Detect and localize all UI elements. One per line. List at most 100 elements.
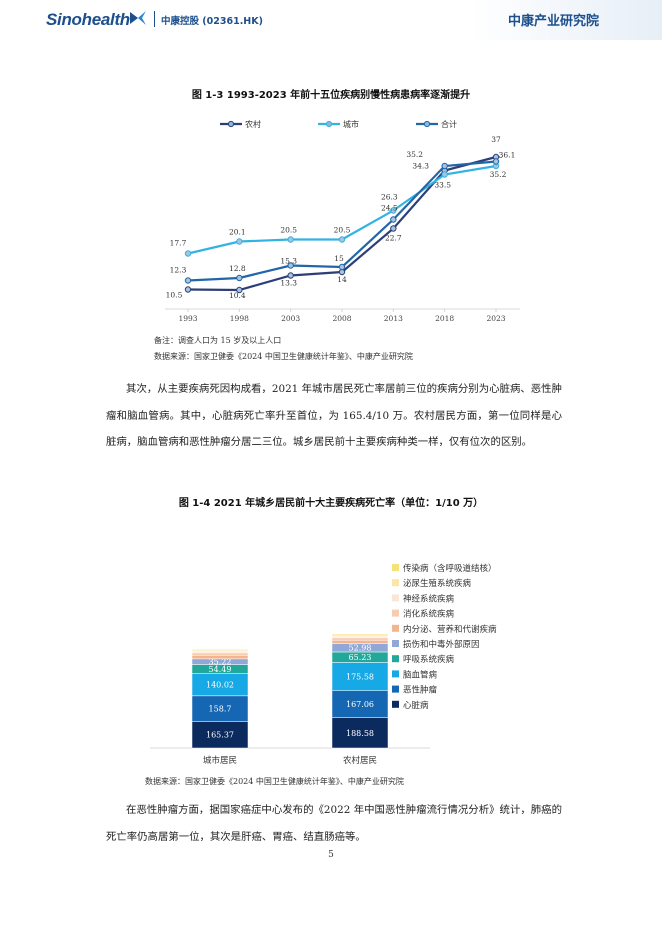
category-label: 农村居民 xyxy=(343,755,377,766)
paragraph-2: 在恶性肿瘤方面，据国家癌症中心发布的《2022 年中国恶性肿瘤流行情况分析》统计… xyxy=(106,797,562,850)
data-point xyxy=(236,286,243,294)
company-name: 中康控股 (02361.HK) xyxy=(161,16,263,27)
bar-segment xyxy=(331,662,389,691)
legend-label: 合计 xyxy=(441,119,457,129)
legend-swatch xyxy=(392,564,399,571)
data-label: 10.5 xyxy=(166,291,183,300)
bar-segment xyxy=(331,637,389,641)
data-label: 22.7 xyxy=(385,234,402,243)
data-point xyxy=(184,250,192,257)
data-point xyxy=(184,286,192,293)
x-tick-label: 2018 xyxy=(435,314,454,323)
legend-marker xyxy=(325,120,333,128)
data-label: 35.2 xyxy=(490,170,507,179)
data-label: 26.3 xyxy=(381,193,398,202)
data-label: 15.3 xyxy=(280,257,297,266)
figure2-source: 数据来源：国家卫健委《2024 中国卫生健康统计年鉴》、中康产业研究院 xyxy=(145,777,404,786)
data-label: 20.1 xyxy=(229,228,246,237)
data-label: 24.5 xyxy=(381,204,398,213)
legend-swatch xyxy=(392,624,399,632)
bar-value-label: 188.58 xyxy=(346,729,374,738)
x-tick-label: 1998 xyxy=(230,314,249,323)
bar-segment xyxy=(191,655,249,660)
data-label: 20.5 xyxy=(280,226,297,235)
paragraph-1: 其次，从主要疾病死因构成看，2021 年城市居民死亡率居前三位的疾病分别为心脏病… xyxy=(106,376,562,456)
legend-label: 泌尿生殖系统疾病 xyxy=(403,578,472,589)
figure1-source: 数据来源：国家卫健委《2024 中国卫生健康统计年鉴》、中康产业研究院 xyxy=(154,352,413,361)
legend-label: 呼吸系统疾病 xyxy=(403,654,455,665)
figure1-title: 图 1-3 1993-2023 年前十五位疾病别慢性病患病率逐渐提升 xyxy=(191,90,471,101)
legend-label: 神经系统疾病 xyxy=(403,593,455,604)
bar-segment xyxy=(191,721,249,749)
sinohealth-logo-icon xyxy=(130,11,146,25)
data-point xyxy=(390,225,397,232)
data-label: 10.4 xyxy=(229,291,246,300)
data-label: 15 xyxy=(334,254,344,263)
legend-label: 城市 xyxy=(343,119,359,129)
x-tick-label: 2008 xyxy=(332,314,351,323)
x-tick-label: 1993 xyxy=(178,314,197,323)
category-label: 城市居民 xyxy=(203,755,237,766)
bar-segment xyxy=(191,649,249,651)
bar-value-label: 65.23 xyxy=(349,653,372,662)
legend-swatch xyxy=(392,594,399,602)
data-label: 34.3 xyxy=(412,162,429,171)
data-label: 12.8 xyxy=(229,264,246,273)
legend-swatch xyxy=(392,579,399,587)
paragraph-1-text: 其次，从主要疾病死因构成看，2021 年城市居民死亡率居前三位的疾病分别为心脏病… xyxy=(106,383,562,448)
bar-value-label: 175.58 xyxy=(346,673,374,682)
x-tick-label: 2023 xyxy=(486,314,505,323)
data-point xyxy=(287,272,294,279)
data-label: 12.3 xyxy=(170,266,187,275)
legend-label: 脑血管病 xyxy=(403,669,438,680)
x-tick-label: 2003 xyxy=(281,314,300,323)
logo-divider xyxy=(154,11,155,27)
page-number: 5 xyxy=(328,850,334,860)
data-label: 36.1 xyxy=(499,151,516,160)
figure2-title: 图 1-4 2021 年城乡居民前十大主要疾病死亡率（单位：1/10 万） xyxy=(178,498,484,509)
legend-swatch xyxy=(392,609,399,617)
bar-value-label: 165.37 xyxy=(206,731,234,740)
bar-value-label: 167.06 xyxy=(346,700,374,709)
legend-swatch xyxy=(392,700,399,708)
data-label: 14 xyxy=(337,275,347,284)
x-tick-label: 2013 xyxy=(384,314,403,323)
data-point xyxy=(492,158,500,165)
bar-segment xyxy=(191,652,249,656)
line-chart: 1993 1998 2003 2008 2013 2018 2023 农村 城市 合计 10.5 10… xyxy=(165,119,520,323)
bar-segment xyxy=(331,639,389,644)
data-label: 13.3 xyxy=(280,279,297,288)
data-point xyxy=(236,274,243,282)
data-point xyxy=(184,277,192,284)
legend-swatch xyxy=(392,685,399,693)
legend-marker xyxy=(227,120,235,128)
data-point xyxy=(390,207,397,214)
legend-label: 恶性肿瘤 xyxy=(403,685,438,696)
figure1-note: 备注：调查人口为 15 岁及以上人口 xyxy=(154,336,282,345)
data-point xyxy=(236,238,243,245)
data-label: 20.5 xyxy=(334,226,351,235)
legend-swatch xyxy=(392,670,399,678)
legend-label: 消化系统疾病 xyxy=(403,609,455,620)
brand-right: 中康产业研究院 xyxy=(508,14,600,29)
page-header: Sinohealth 中康控股 (02361.HK) 中康产业研究院 xyxy=(0,0,662,40)
bar-value-label: 52.98 xyxy=(349,644,372,653)
legend-label: 心脏病 xyxy=(403,700,429,711)
data-point xyxy=(338,263,346,271)
data-label: 33.5 xyxy=(434,181,451,190)
data-label: 17.7 xyxy=(170,239,187,248)
legend-label: 传染病（含呼吸道结核） xyxy=(403,563,497,574)
header-gradient xyxy=(470,0,662,40)
bar-value-label: 158.7 xyxy=(209,705,232,714)
legend-swatch xyxy=(392,640,399,647)
bar-value-label: 35.22 xyxy=(209,658,232,667)
data-point xyxy=(390,216,397,223)
bar-segment xyxy=(331,690,389,718)
bar-value-label: 140.02 xyxy=(206,681,234,690)
bar-segment xyxy=(331,717,389,749)
bar-value-label: 54.49 xyxy=(209,665,232,674)
data-label: 37 xyxy=(491,135,501,144)
bar-segment xyxy=(331,633,389,636)
legend-marker xyxy=(423,120,431,128)
